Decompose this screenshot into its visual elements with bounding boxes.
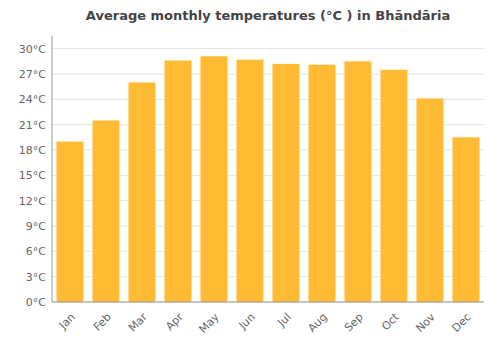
x-tick-label: Feb (91, 311, 114, 334)
bar (345, 61, 372, 302)
y-tick-label: 12°C (19, 195, 46, 208)
grid-line (52, 74, 484, 75)
y-tick-label: 27°C (19, 68, 46, 81)
title: Average monthly temperatures (°C ) in Bh… (86, 8, 450, 23)
chart-container: Average monthly temperatures (°C ) in Bh… (0, 0, 500, 350)
x-tick-label: Jan (56, 311, 78, 333)
bar (165, 60, 192, 302)
y-tick-label: 3°C (26, 271, 46, 284)
bar (129, 82, 156, 302)
y-tick-label: 18°C (19, 144, 46, 157)
grid-line (52, 302, 484, 303)
x-tick-label: May (196, 310, 222, 336)
y-tick-label: 6°C (26, 245, 46, 258)
x-tick-label: Jul (274, 311, 293, 330)
y-tick-label: 24°C (19, 93, 46, 106)
bar (57, 142, 84, 302)
y-tick-label: 0°C (26, 296, 46, 309)
x-tick-label: Apr (163, 310, 186, 333)
x-tick-label: Nov (413, 310, 438, 335)
y-tick-label: 30°C (19, 43, 46, 56)
x-tick-label: Aug (305, 311, 329, 335)
bar (417, 98, 444, 302)
bar (93, 120, 120, 302)
chart: Average monthly temperatures (°C ) in Bh… (0, 0, 500, 350)
x-tick-label: Jun (236, 311, 258, 333)
bar (237, 60, 264, 302)
grid-line (52, 48, 484, 49)
bar (381, 70, 408, 302)
bar (273, 64, 300, 302)
bar (309, 65, 336, 302)
x-tick-label: Mar (126, 310, 150, 334)
bars (57, 56, 480, 302)
x-tick-label: Oct (379, 310, 402, 333)
y-tick-label: 9°C (26, 220, 46, 233)
bar (201, 56, 228, 302)
bar (453, 137, 480, 302)
x-tick-label: Dec (450, 311, 474, 335)
y-tick-label: 21°C (19, 119, 46, 132)
x-axis-line (52, 302, 484, 303)
grid (52, 49, 484, 302)
y-axis-line (52, 36, 53, 302)
x-tick-label: Sep (342, 311, 366, 335)
y-tick-label: 15°C (19, 169, 46, 182)
